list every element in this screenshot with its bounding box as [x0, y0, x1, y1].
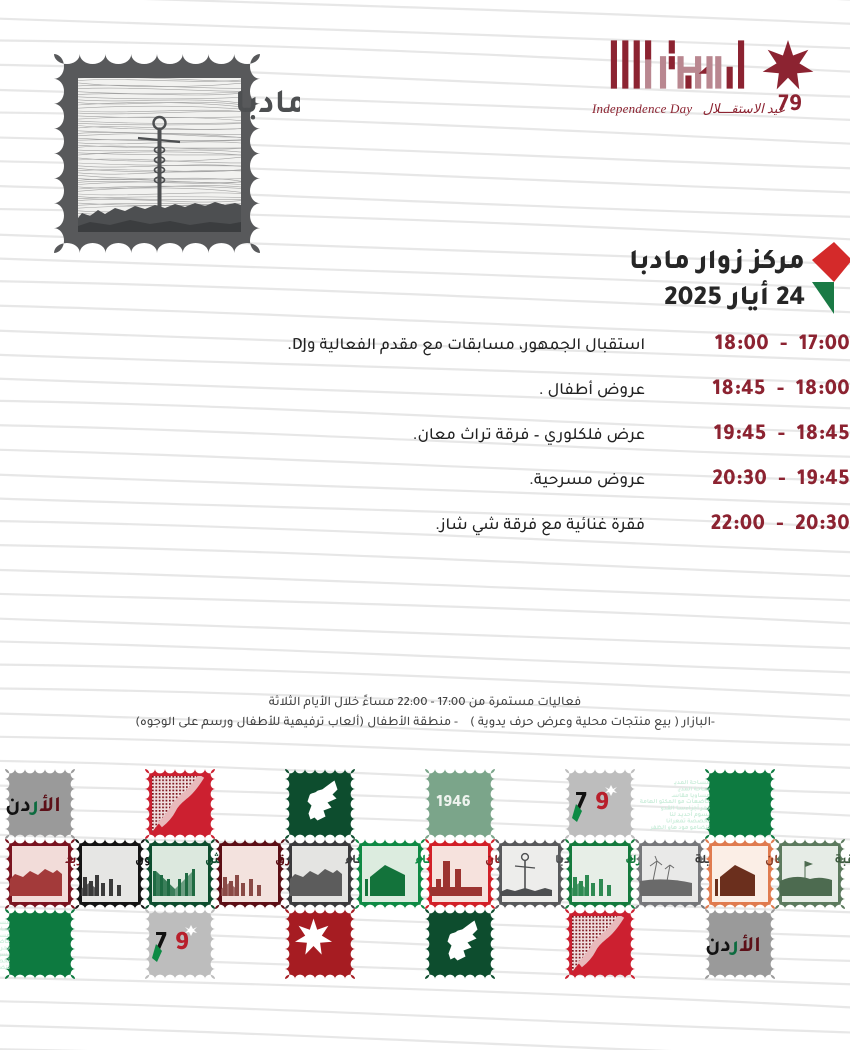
svg-text:9: 9: [175, 931, 190, 959]
svg-text:1946: 1946: [436, 795, 471, 813]
svg-text:تنضامو مود هاو الظفر: تنضامو مود هاو الظفر: [0, 965, 10, 972]
svg-text:العقبة: العقبة: [835, 854, 850, 868]
svg-text:9: 9: [595, 791, 610, 819]
svg-text:خاضعات مو المكتو الهامة: خاضعات مو المكتو الهامة: [0, 939, 10, 946]
svg-text:سـاحة المديـ: سـاحة المديـ: [0, 926, 10, 933]
svg-text:مسـاحة المديـ: مسـاحة المديـ: [673, 780, 710, 787]
svg-text:مساويا مقاسـ: مساويا مقاسـ: [0, 933, 10, 940]
svg-text:مادبا: مادبا: [235, 90, 300, 125]
svg-text:الأردن: الأردن: [5, 793, 61, 819]
svg-text:تنضامو مود هاو الظفر: تنضامو مود هاو الظفر: [650, 825, 710, 832]
svg-text:مساويا مقاسـ: مساويا مقاسـ: [671, 793, 710, 800]
svg-text:الأردن: الأردن: [705, 933, 761, 959]
svg-text:تخصصة تمعرانا: تخصصة تمعرانا: [0, 958, 10, 965]
svg-text:مسـاحة المديـ: مسـاحة المديـ: [0, 920, 10, 927]
svg-text:خاضعات مو المكتو الهامة: خاضعات مو المكتو الهامة: [640, 799, 711, 806]
svg-text:سـاحة المديـ: سـاحة المديـ: [677, 786, 710, 793]
svg-text:تخصصة تمعرانا: تخصصة تمعرانا: [666, 818, 710, 825]
